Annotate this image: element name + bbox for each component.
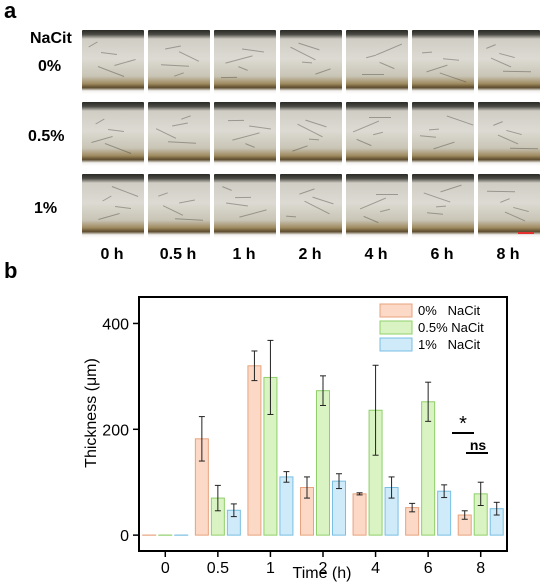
- micrograph-tile: [478, 102, 540, 166]
- micrograph-tile: [82, 174, 144, 238]
- col-label-1h: 1 h: [232, 246, 256, 263]
- bar: [247, 365, 262, 536]
- micrograph-tile: [478, 30, 540, 94]
- col-label-0-5h: 0.5 h: [159, 246, 197, 263]
- micrograph-tile: [214, 102, 276, 166]
- bar: [352, 493, 367, 536]
- panel-b-label: b: [4, 258, 18, 283]
- col-label-0h: 0 h: [100, 246, 124, 263]
- micrograph-tile: [346, 30, 408, 94]
- col-label-4h: 4 h: [364, 246, 388, 263]
- x-tick-label: 1: [266, 560, 275, 577]
- nacit-header-label: NaCit: [30, 30, 72, 47]
- micrograph-tile: [82, 30, 144, 94]
- micrograph-tile: [214, 174, 276, 238]
- legend-swatch: [379, 320, 413, 335]
- legend-swatch: [379, 303, 413, 318]
- row-label-0-5: 0.5%: [28, 128, 65, 145]
- micrograph-tile: [82, 102, 144, 166]
- col-label-8h: 8 h: [496, 246, 520, 263]
- micrograph-texture: [369, 117, 391, 118]
- bar: [279, 476, 294, 536]
- micrograph-tile: [148, 102, 210, 166]
- x-tick-label: 2: [319, 560, 328, 577]
- y-axis-label: Thickness (μm): [83, 358, 100, 468]
- micrograph-tile: [478, 174, 540, 238]
- annotation-star: *: [459, 413, 467, 435]
- micrograph-tile: [280, 102, 342, 166]
- micrograph-tile: [280, 30, 342, 94]
- legend-swatch: [379, 337, 413, 352]
- annotation-ns: ns: [470, 437, 487, 453]
- x-tick-label: 4: [371, 560, 380, 577]
- micrograph-tile: [148, 174, 210, 238]
- micrograph-tile: [412, 30, 474, 94]
- bar: [332, 480, 346, 536]
- x-tick-label: 8: [476, 560, 485, 577]
- panel-a-label: a: [4, 0, 17, 23]
- x-axis-label: Time (h): [293, 565, 352, 582]
- micrograph-tile: [412, 174, 474, 238]
- micrograph-tile: [412, 102, 474, 166]
- x-tick-label: 0.5: [207, 560, 229, 577]
- row-label-0: 0%: [38, 58, 62, 75]
- micrograph-tile: [346, 174, 408, 238]
- micrograph-texture: [376, 194, 398, 195]
- bar: [316, 390, 330, 536]
- legend-label: 1% NaCit: [418, 337, 481, 352]
- x-tick-label: 0: [161, 560, 170, 577]
- x-tick-label: 6: [424, 560, 433, 577]
- col-label-2h: 2 h: [298, 246, 322, 263]
- scale-bar: [518, 232, 534, 234]
- y-tick-label: 200: [102, 422, 129, 439]
- row-label-1: 1%: [34, 200, 58, 217]
- micrograph-tile: [148, 30, 210, 94]
- legend-label: 0.5% NaCit: [418, 320, 484, 335]
- legend-label: 0% NaCit: [418, 303, 481, 318]
- y-tick-label: 0: [120, 528, 129, 545]
- micrograph-tile: [214, 30, 276, 94]
- micrograph-tile: [280, 174, 342, 238]
- micrograph-tile: [346, 102, 408, 166]
- y-tick-label: 400: [102, 316, 129, 333]
- micrograph-texture: [362, 74, 384, 75]
- col-label-6h: 6 h: [430, 246, 454, 263]
